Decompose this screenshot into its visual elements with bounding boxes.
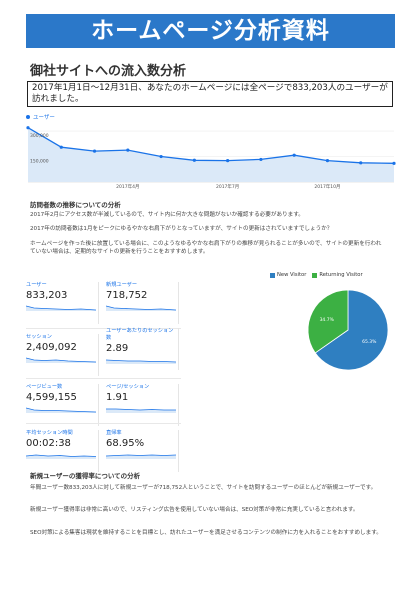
metrics-divider (26, 328, 181, 329)
data-point (292, 153, 296, 157)
metric-label: ユーザー (26, 282, 47, 288)
users-line-chart: 300,000 150,000 2017年4月 2017年7月 2017年10月 (26, 126, 396, 190)
data-point (159, 154, 163, 159)
metric-card-pageviews: ページビュー数 4,599,155 (26, 384, 99, 426)
new-users-para-2: 新規ユーザー獲得率は非常に高いので、リスティング広告を使用していない場合は、SE… (30, 507, 359, 513)
summary-box: 2017年1月1日〜12月31日、あなたのホームページには全ページで833,20… (27, 81, 393, 107)
metric-label: 平均セッション時間 (26, 430, 73, 436)
users-line (27, 127, 395, 164)
legend-dot-icon (26, 115, 30, 119)
users-points (26, 126, 396, 165)
data-point (359, 161, 363, 165)
page-subtitle: 御社サイトへの流入数分析 (30, 64, 187, 79)
metric-value: 1.91 (106, 392, 129, 403)
metric-card-sessions: セッション 2,409,092 (26, 334, 99, 376)
metric-sparkline (106, 408, 176, 413)
metrics-grid: ユーザー 833,203 新規ユーザー 718,752 セッション 2,409,… (26, 280, 186, 472)
metric-label: 直帰率 (106, 430, 122, 436)
visitor-pie-chart: 65.3% 34.7% (307, 289, 389, 371)
metric-sparkline (26, 454, 96, 459)
metric-value: 2,409,092 (26, 342, 77, 353)
data-point (126, 148, 130, 152)
data-point (259, 157, 263, 162)
metric-value: 4,599,155 (26, 392, 77, 403)
pie-slice-0 (314, 289, 389, 371)
metric-sparkline (106, 359, 176, 364)
metric-sparkline (26, 407, 96, 413)
metric-card-sessions-per-user: ユーザーあたりのセッション数 2.89 (106, 328, 179, 370)
x-tick-label: 2017年4月 (116, 183, 139, 190)
trend-para-1: 2017年2月にアクセス数が半減しているので、サイト内に何か大きな問題がないか確… (30, 212, 304, 218)
metric-label: ページビュー数 (26, 384, 63, 390)
metric-label: ページ/セッション (106, 384, 150, 390)
legend-swatch-icon (270, 272, 275, 278)
data-point (59, 145, 63, 149)
pie-legend-label-1: Returning Visitor (319, 272, 363, 278)
line-chart-x-ticks: 2017年4月 2017年7月 2017年10月 (116, 183, 340, 190)
data-point (325, 159, 330, 163)
y-tick-label: 150,000 (30, 159, 49, 165)
legend-swatch-icon (312, 272, 318, 278)
metric-card-new-users: 新規ユーザー 718,752 (106, 282, 179, 324)
trend-analysis-heading: 訪問者数の推移についての分析 (30, 201, 121, 209)
metric-label: セッション (26, 334, 52, 340)
y-tick-label: 300,000 (30, 133, 49, 139)
metric-value: 833,203 (26, 290, 68, 301)
line-chart-legend: ユーザー (26, 113, 55, 121)
metric-sparkline (26, 305, 96, 311)
metric-card-pages-per-session: ページ/セッション 1.91 (106, 384, 179, 426)
pie-slice-label: 65.3% (362, 339, 377, 345)
pie-slice-label: 34.7% (320, 317, 335, 323)
data-point (192, 158, 196, 162)
users-area-fill (28, 127, 394, 182)
line-chart-y-ticks: 300,000 150,000 (30, 133, 49, 164)
data-point (26, 126, 30, 130)
metric-value: 00:02:38 (26, 438, 71, 449)
metric-value: 2.89 (106, 343, 129, 354)
pie-slices (307, 289, 389, 371)
document-title-banner: ホームページ分析資料 (26, 14, 395, 48)
metrics-divider (26, 423, 181, 424)
metric-value: 718,752 (106, 290, 148, 301)
data-point (392, 161, 396, 165)
metric-card-bounce-rate: 直帰率 68.95% (106, 430, 179, 472)
metric-label: 新規ユーザー (106, 282, 138, 288)
line-chart-legend-label: ユーザー (33, 115, 55, 121)
new-users-para-3: SEO対策による集客は現状を維持することを目標とし、訪れたユーザーを満足させるコ… (30, 530, 382, 536)
metric-sparkline (106, 454, 176, 459)
trend-para-2: 2017年の訪問者数は1月をピークにゆるやかな右肩下がりとなっていますが、サイト… (30, 226, 333, 232)
metric-sparkline (26, 357, 96, 363)
new-users-heading: 新規ユーザーの獲得率についての分析 (30, 472, 141, 480)
metrics-divider (26, 378, 181, 379)
x-tick-label: 2017年10月 (314, 183, 340, 190)
pie-legend: New Visitor Returning Visitor (270, 272, 363, 278)
new-users-para-1: 年間ユーザー数833,203人に対して新規ユーザーが718,752人ということで… (30, 485, 377, 491)
pie-slice-1 (307, 289, 349, 354)
metric-card-users: ユーザー 833,203 (26, 282, 99, 324)
metric-card-avg-session: 平均セッション時間 00:02:38 (26, 430, 99, 472)
metric-label: ユーザーあたりのセッション数 (106, 328, 174, 341)
pie-legend-label-0: New Visitor (277, 272, 307, 278)
metric-sparkline (106, 305, 176, 311)
trend-para-3: ホームページを作った後に放置している場合に、このようなゆるやかな右肩下がりの推移… (30, 241, 382, 255)
pie-slice-labels: 65.3% 34.7% (320, 317, 378, 345)
x-tick-label: 2017年7月 (216, 183, 239, 190)
data-point (92, 149, 97, 153)
data-point (226, 159, 230, 163)
metric-value: 68.95% (106, 438, 145, 449)
